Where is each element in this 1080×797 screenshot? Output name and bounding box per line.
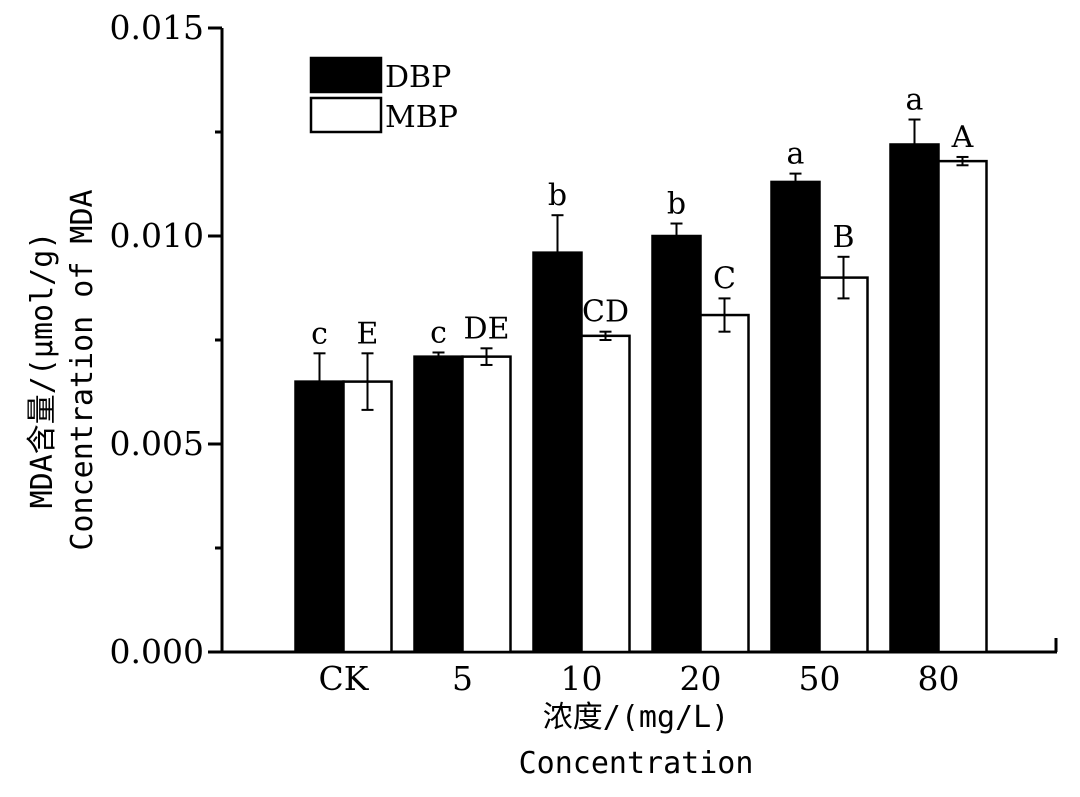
bar-dbp-ck bbox=[294, 380, 345, 654]
x-axis-title-line1: 浓度/(mg/L) bbox=[543, 700, 729, 735]
significance-label: E bbox=[357, 316, 379, 351]
legend-label-dbp: DBP bbox=[385, 60, 451, 95]
significance-label: b bbox=[667, 187, 686, 222]
y-tick-label: 0.005 bbox=[110, 424, 204, 463]
significance-label: a bbox=[787, 137, 805, 172]
x-axis-title-line2: Concentration bbox=[519, 746, 754, 781]
y-tick-label: 0.000 bbox=[110, 632, 204, 671]
x-tick-label: 80 bbox=[918, 659, 960, 698]
bar-mbp-10 bbox=[580, 334, 631, 654]
legend-swatch-dbp bbox=[309, 56, 383, 94]
y-tick-label: 0.010 bbox=[110, 216, 204, 255]
significance-label: a bbox=[906, 83, 924, 118]
y-axis-title-line1: MDA含量/(μmol/g) bbox=[25, 232, 60, 509]
bar-dbp-80 bbox=[889, 143, 940, 654]
significance-label: C bbox=[713, 261, 736, 296]
legend: DBP MBP bbox=[309, 56, 458, 135]
significance-label: DE bbox=[464, 311, 510, 346]
bar-dbp-5 bbox=[413, 355, 464, 654]
bar-mbp-80 bbox=[937, 159, 988, 654]
y-axis-title-line2: Concentration of MDA bbox=[65, 189, 100, 550]
x-tick-label: 50 bbox=[799, 659, 841, 698]
significance-label: c bbox=[430, 315, 447, 350]
bar-dbp-50 bbox=[770, 180, 821, 654]
bar-mbp-20 bbox=[699, 313, 750, 654]
significance-label: CD bbox=[582, 295, 629, 330]
x-tick-label: CK bbox=[319, 659, 370, 698]
legend-swatch-mbp bbox=[309, 96, 383, 134]
x-tick-label: 20 bbox=[680, 659, 722, 698]
bar-dbp-10 bbox=[532, 251, 583, 654]
x-tick-label: 5 bbox=[452, 659, 473, 698]
significance-label: B bbox=[832, 220, 854, 255]
significance-label: b bbox=[548, 178, 567, 213]
significance-label: c bbox=[311, 316, 328, 351]
bar-mbp-5 bbox=[461, 355, 512, 654]
legend-label-mbp: MBP bbox=[385, 100, 458, 135]
bar-mbp-ck bbox=[342, 380, 393, 654]
y-tick-label: 0.015 bbox=[110, 8, 204, 47]
ticks: 0.000 0.005 0.010 0.015 CK 5 10 20 50 80 bbox=[110, 8, 1058, 698]
x-tick-label: 10 bbox=[561, 659, 603, 698]
bar-mbp-50 bbox=[818, 276, 869, 654]
significance-label: A bbox=[951, 120, 974, 155]
bar-dbp-20 bbox=[651, 234, 702, 654]
